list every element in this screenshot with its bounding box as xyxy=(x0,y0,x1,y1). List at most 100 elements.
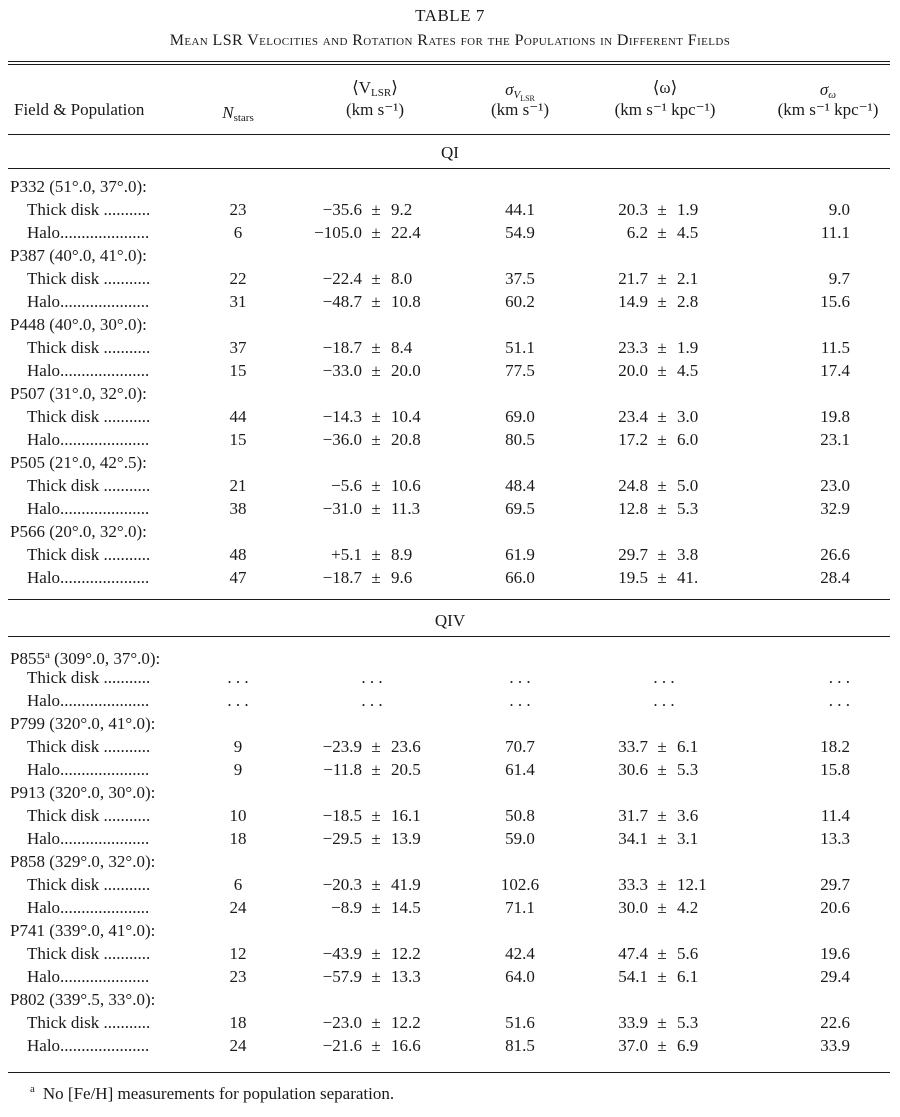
vlsr-error: 9.2 xyxy=(391,200,413,219)
nstars-value: 12 xyxy=(229,944,247,963)
nstars-value: 31 xyxy=(229,292,247,311)
nstars-value: . . . xyxy=(227,691,249,710)
vlsr-value: −22.4 xyxy=(322,269,362,288)
vlsr-error: 13.3 xyxy=(391,967,421,986)
sigma-v-value: 50.8 xyxy=(505,806,535,825)
field-name: P741 (339°.0, 41°.0): xyxy=(10,921,156,940)
population-label: Halo..................... xyxy=(27,898,150,917)
header-vlsr-unit: (km s⁻¹) xyxy=(346,100,404,119)
sigma-v-value: 77.5 xyxy=(505,361,535,380)
nstars-value: 22 xyxy=(229,269,247,288)
sigma-v-value: 51.6 xyxy=(505,1013,535,1032)
sigma-v-value: 51.1 xyxy=(505,338,535,357)
nstars-value: 6 xyxy=(233,875,243,894)
vlsr-error: 41.9 xyxy=(391,875,421,894)
sigma-v-value: 59.0 xyxy=(505,829,535,848)
sigma-v-value: 80.5 xyxy=(505,430,535,449)
pm-sign: ± xyxy=(657,737,667,756)
field-name: P802 (339°.5, 33°.0): xyxy=(10,990,156,1009)
omega-error: 2.8 xyxy=(677,292,699,311)
nstars-value: 9 xyxy=(233,760,243,779)
pm-sign: ± xyxy=(657,760,667,779)
sigma-v-value: 61.4 xyxy=(505,760,535,779)
omega-error: 5.3 xyxy=(677,1013,699,1032)
sigma-v-value: 64.0 xyxy=(505,967,535,986)
sigma-v-value: 70.7 xyxy=(505,737,535,756)
nstars-value: 23 xyxy=(229,200,247,219)
pm-sign: ± xyxy=(371,1013,381,1032)
population-label: Thick disk ........... xyxy=(27,944,151,963)
population-label: Thick disk ........... xyxy=(27,806,151,825)
omega-value: 6.2 xyxy=(626,223,648,242)
vlsr-value: −18.5 xyxy=(322,806,362,825)
top-rule-outer xyxy=(8,61,890,62)
vlsr-value: −35.6 xyxy=(322,200,362,219)
vlsr-error: 16.6 xyxy=(391,1036,421,1055)
nstars-value: 37 xyxy=(229,338,247,357)
pm-sign: ± xyxy=(657,200,667,219)
pm-sign: ± xyxy=(371,407,381,426)
omega-error: 41. xyxy=(677,568,699,587)
top-rule-inner xyxy=(8,64,890,65)
omega-value: 47.4 xyxy=(618,944,648,963)
sigma-v-value: 81.5 xyxy=(505,1036,535,1055)
sigma-omega-value: 23.1 xyxy=(820,430,850,449)
omega-value: 34.1 xyxy=(618,829,648,848)
population-label: Halo..................... xyxy=(27,568,150,587)
sigma-omega-value: 26.6 xyxy=(820,545,850,564)
sigma-omega-value: 18.2 xyxy=(820,737,850,756)
pm-sign: ± xyxy=(371,223,381,242)
field-name: P507 (31°.0, 32°.0): xyxy=(10,384,147,403)
vlsr-value: −21.6 xyxy=(322,1036,362,1055)
omega-value: . . . xyxy=(653,668,675,687)
vlsr-error: 20.5 xyxy=(391,760,421,779)
footnote-text: No [Fe/H] measurements for population se… xyxy=(42,1084,395,1103)
pm-sign: ± xyxy=(657,875,667,894)
header-sigv-unit: (km s⁻¹) xyxy=(491,100,549,119)
vlsr-error: 20.8 xyxy=(391,430,421,449)
nstars-value: 10 xyxy=(229,806,247,825)
nstars-value: 6 xyxy=(233,223,243,242)
pm-sign: ± xyxy=(371,568,381,587)
pm-sign: ± xyxy=(657,944,667,963)
vlsr-value: −20.3 xyxy=(322,875,362,894)
omega-error: 3.0 xyxy=(677,407,699,426)
vlsr-error: 12.2 xyxy=(391,944,421,963)
omega-error: 4.5 xyxy=(677,361,699,380)
nstars-value: 18 xyxy=(229,1013,247,1032)
sigma-v-value: 69.5 xyxy=(505,499,535,518)
population-label: Thick disk ........... xyxy=(27,269,151,288)
sigma-omega-value: 11.5 xyxy=(820,338,850,357)
sigma-omega-value: . . . xyxy=(828,668,850,687)
pm-sign: ± xyxy=(657,430,667,449)
omega-value: 30.6 xyxy=(618,760,648,779)
omega-value: 33.3 xyxy=(618,875,648,894)
vlsr-value: −23.0 xyxy=(322,1013,362,1032)
omega-value: 37.0 xyxy=(618,1036,648,1055)
section-end-rule xyxy=(8,599,890,600)
section-label: QI xyxy=(441,143,459,162)
vlsr-error: 16.1 xyxy=(391,806,421,825)
population-label: Halo..................... xyxy=(27,499,150,518)
header-sigw-unit: (km s⁻¹ kpc⁻¹) xyxy=(777,100,879,119)
sigma-omega-value: 15.8 xyxy=(820,760,850,779)
header-nstars-base: N xyxy=(222,103,234,122)
pm-sign: ± xyxy=(657,1013,667,1032)
nstars-value: . . . xyxy=(227,668,249,687)
population-label: Thick disk ........... xyxy=(27,476,151,495)
omega-value: 54.1 xyxy=(618,967,648,986)
population-label: Thick disk ........... xyxy=(27,1013,151,1032)
omega-error: 4.2 xyxy=(677,898,699,917)
sigma-omega-value: 15.6 xyxy=(820,292,850,311)
pm-sign: ± xyxy=(657,269,667,288)
vlsr-error: 8.9 xyxy=(391,545,413,564)
sigma-v-value: 60.2 xyxy=(505,292,535,311)
pm-sign: ± xyxy=(371,875,381,894)
sigma-omega-value: 29.4 xyxy=(820,967,850,986)
nstars-value: 44 xyxy=(229,407,247,426)
pm-sign: ± xyxy=(371,269,381,288)
vlsr-error: 14.5 xyxy=(391,898,421,917)
omega-value: 23.4 xyxy=(618,407,648,426)
population-label: Thick disk ........... xyxy=(27,668,151,687)
vlsr-error: 23.6 xyxy=(391,737,421,756)
